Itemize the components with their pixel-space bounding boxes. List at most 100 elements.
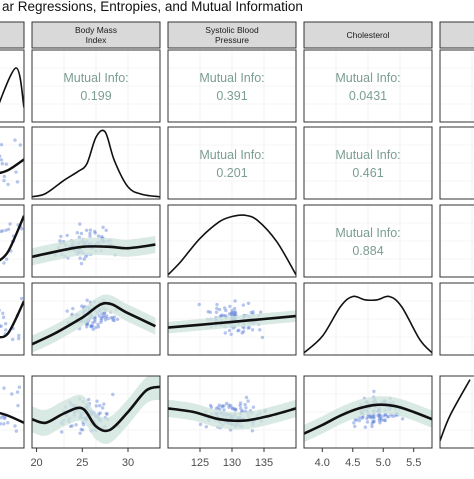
scatter-point xyxy=(373,420,376,423)
scatter-point xyxy=(222,408,225,411)
scatter-point xyxy=(13,138,16,141)
scatter-point xyxy=(233,299,236,302)
scatter-point xyxy=(85,325,88,328)
x-tick-label: 4.0 xyxy=(315,457,330,469)
scatter-point xyxy=(215,303,218,306)
scatter-point xyxy=(2,316,5,319)
scatter-point xyxy=(353,418,356,421)
scatter-point xyxy=(14,170,17,173)
scatter-point xyxy=(110,316,113,319)
scatter-point xyxy=(228,305,231,308)
x-tick-label: 130 xyxy=(223,457,241,469)
scatter-point xyxy=(88,232,91,235)
scatter-point xyxy=(78,432,81,435)
scatter-point xyxy=(74,423,77,426)
scatter-point xyxy=(245,396,248,399)
scatter-point xyxy=(401,417,404,420)
strip-label-bmi: Index xyxy=(86,35,108,45)
scatter-point xyxy=(251,328,254,331)
mi-label: Mutual Info: xyxy=(199,148,264,162)
mi-label: Mutual Info: xyxy=(335,226,400,240)
scatter-point xyxy=(17,337,20,340)
scatter-point xyxy=(352,421,355,424)
scatter-point xyxy=(101,406,104,409)
scatter-point xyxy=(95,400,98,403)
scatter-point xyxy=(366,420,369,423)
scatter-point xyxy=(5,258,8,261)
scatter-point xyxy=(93,320,96,323)
scatter-point xyxy=(222,404,225,407)
scatter-point xyxy=(261,336,264,339)
scatter-point xyxy=(103,312,106,315)
scatter-point xyxy=(353,425,356,428)
scatter-point xyxy=(2,179,5,182)
scatter-point xyxy=(76,231,79,234)
scatter-point xyxy=(15,429,18,432)
scatter-point xyxy=(259,311,262,314)
mi-value: 0.391 xyxy=(216,89,247,103)
scatter-point xyxy=(215,311,218,314)
scatter-point xyxy=(365,417,368,420)
scatter-point xyxy=(59,235,62,238)
scatter-point xyxy=(66,234,69,237)
x-tick-label: 4.5 xyxy=(345,457,360,469)
scatter-point xyxy=(85,229,88,232)
scatter-point xyxy=(13,424,16,427)
scatter-point xyxy=(17,334,20,337)
scatter-point xyxy=(237,329,240,332)
scatter-point xyxy=(218,404,221,407)
x-tick-label: 20 xyxy=(30,457,42,469)
chart-title: ar Regressions, Entropies, and Mutual In… xyxy=(2,0,303,14)
mi-label: Mutual Info: xyxy=(335,148,400,162)
strip-c4 xyxy=(440,22,474,48)
scatter-point xyxy=(383,419,386,422)
scatter-point xyxy=(372,415,375,418)
scatter-point xyxy=(105,229,108,232)
scatter-point xyxy=(227,406,230,409)
scatter-point xyxy=(242,330,245,333)
scatter-point xyxy=(20,297,23,300)
scatter-point xyxy=(248,326,251,329)
scatter-point xyxy=(4,328,7,331)
scatter-point xyxy=(207,310,210,313)
scatter-point xyxy=(379,415,382,418)
scatter-point xyxy=(99,321,102,324)
scatter-point xyxy=(116,318,119,321)
scatter-point xyxy=(246,399,249,402)
scatter-point xyxy=(16,404,19,407)
scatter-point xyxy=(11,338,14,341)
scatter-point xyxy=(224,331,227,334)
strip-label-bmi: Body Mass xyxy=(75,25,117,35)
scatter-point xyxy=(78,222,81,225)
x-tick-label: 5.5 xyxy=(406,457,421,469)
mi-value: 0.199 xyxy=(80,89,111,103)
scatter-point xyxy=(94,326,97,329)
scatter-point xyxy=(104,316,107,319)
strip-label-chol: Cholesterol xyxy=(347,30,390,40)
scatter-point xyxy=(252,310,255,313)
scatter-point xyxy=(81,428,84,431)
scatter-point xyxy=(93,230,96,233)
scatter-point xyxy=(231,311,234,314)
scatter-point xyxy=(247,302,250,305)
scatter-point xyxy=(231,406,234,409)
scatter-point xyxy=(89,324,92,327)
scatter-point xyxy=(1,312,4,315)
scatter-point xyxy=(199,423,202,426)
mi-label: Mutual Info: xyxy=(199,71,264,85)
scatter-point xyxy=(239,401,242,404)
scatter-point xyxy=(4,322,7,325)
scatter-point xyxy=(60,430,63,433)
scatter-point xyxy=(243,403,246,406)
scatter-point xyxy=(69,425,72,428)
scatter-point xyxy=(215,307,218,310)
scatter-point xyxy=(80,262,83,265)
scatter-point xyxy=(5,163,8,166)
scatter-point xyxy=(369,414,372,417)
mi-value: 0.201 xyxy=(216,166,247,180)
strip-label-sbp: Pressure xyxy=(215,35,249,45)
scatter-point xyxy=(2,261,5,264)
scatter-point xyxy=(16,180,19,183)
